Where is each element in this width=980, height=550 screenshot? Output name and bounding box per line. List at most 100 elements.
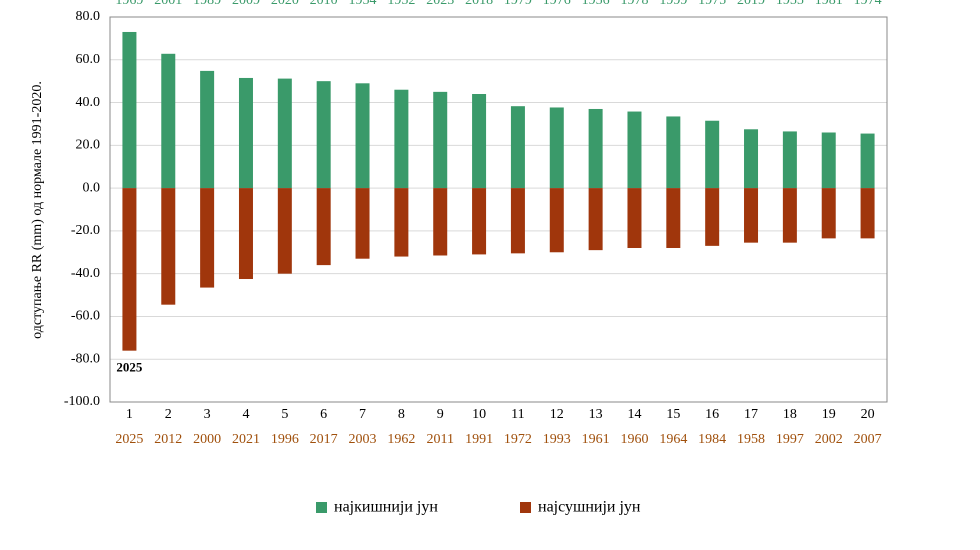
y-axis-label: одступање RR (mm) од нормале 1991-2020. xyxy=(30,81,45,339)
y-tick-label: 60.0 xyxy=(76,52,101,67)
bar xyxy=(238,77,253,189)
y-tick-label: -80.0 xyxy=(71,351,100,366)
legend-label: најсушнији јун xyxy=(538,499,641,516)
dry-year-label: 1996 xyxy=(271,432,299,447)
x-tick-label: 15 xyxy=(666,407,680,422)
bar xyxy=(588,108,603,189)
bar xyxy=(316,188,331,266)
dry-year-label: 2017 xyxy=(310,432,338,447)
x-tick-label: 3 xyxy=(204,407,211,422)
bar xyxy=(627,111,642,189)
bar xyxy=(705,120,720,189)
x-tick-label: 17 xyxy=(744,407,758,422)
dry-year-label: 1961 xyxy=(582,432,610,447)
x-tick-label: 2 xyxy=(165,407,172,422)
wet-year-label: 2009 xyxy=(232,0,260,8)
y-tick-label: -60.0 xyxy=(71,309,100,324)
y-tick-label: -40.0 xyxy=(71,266,100,281)
bar xyxy=(161,53,176,189)
y-tick-label: 40.0 xyxy=(76,95,101,110)
x-tick-label: 16 xyxy=(705,407,719,422)
x-tick-label: 13 xyxy=(589,407,603,422)
bar xyxy=(200,188,215,288)
dry-year-label: 2002 xyxy=(815,432,843,447)
wet-year-label: 1975 xyxy=(698,0,726,8)
x-tick-label: 4 xyxy=(242,407,249,422)
x-tick-label: 20 xyxy=(861,407,875,422)
dry-year-label: 1960 xyxy=(620,432,648,447)
bar xyxy=(666,188,681,248)
wet-year-label: 1954 xyxy=(349,0,377,8)
x-tick-label: 19 xyxy=(822,407,836,422)
x-tick-label: 5 xyxy=(281,407,288,422)
legend-swatch xyxy=(520,502,531,513)
dry-year-label: 1972 xyxy=(504,432,532,447)
bar xyxy=(161,188,176,305)
wet-year-label: 1978 xyxy=(620,0,648,8)
wet-year-label: 2001 xyxy=(154,0,182,8)
bar xyxy=(549,188,564,253)
dry-year-label: 1991 xyxy=(465,432,493,447)
bar xyxy=(316,81,331,189)
x-tick-label: 7 xyxy=(359,407,366,422)
dry-year-label: 1984 xyxy=(698,432,726,447)
bar xyxy=(122,188,137,351)
wet-year-label: 1979 xyxy=(504,0,532,8)
bar xyxy=(782,131,797,189)
x-tick-label: 8 xyxy=(398,407,405,422)
bar xyxy=(433,188,448,256)
bar xyxy=(122,31,137,189)
wet-year-label: 2019 xyxy=(737,0,765,8)
bar xyxy=(821,132,836,189)
wet-year-label: 1999 xyxy=(659,0,687,8)
dry-year-label: 2003 xyxy=(349,432,377,447)
wet-year-label: 1976 xyxy=(543,0,571,8)
y-tick-label: -100.0 xyxy=(64,394,100,409)
annotation: 2025 xyxy=(116,360,143,375)
bar xyxy=(510,106,525,189)
bar xyxy=(782,188,797,243)
bar xyxy=(705,188,720,246)
dry-year-label: 1993 xyxy=(543,432,571,447)
x-tick-label: 6 xyxy=(320,407,327,422)
dry-year-label: 2000 xyxy=(193,432,221,447)
dry-year-label: 2011 xyxy=(426,432,453,447)
dry-year-label: 1964 xyxy=(659,432,687,447)
dry-year-label: 2025 xyxy=(115,432,143,447)
bar xyxy=(472,94,487,189)
bar xyxy=(744,188,759,243)
x-tick-label: 18 xyxy=(783,407,797,422)
y-tick-label: 0.0 xyxy=(83,180,101,195)
legend-label: најкишнији јун xyxy=(334,499,438,516)
bar xyxy=(472,188,487,255)
x-tick-label: 14 xyxy=(627,407,641,422)
bar xyxy=(277,188,292,274)
bar xyxy=(744,129,759,189)
x-tick-label: 11 xyxy=(511,407,524,422)
legend-swatch xyxy=(316,502,327,513)
wet-year-label: 2023 xyxy=(426,0,454,8)
wet-year-label: 1952 xyxy=(387,0,415,8)
bar xyxy=(200,70,215,189)
bar xyxy=(277,78,292,189)
wet-year-label: 1974 xyxy=(854,0,882,8)
x-tick-label: 1 xyxy=(126,407,133,422)
wet-year-label: 1981 xyxy=(815,0,843,8)
dry-year-label: 2021 xyxy=(232,432,260,447)
wet-year-label: 1956 xyxy=(582,0,610,8)
bar xyxy=(821,188,836,239)
wet-year-label: 1989 xyxy=(193,0,221,8)
dry-year-label: 1958 xyxy=(737,432,765,447)
y-tick-label: -20.0 xyxy=(71,223,100,238)
y-tick-label: 20.0 xyxy=(76,138,101,153)
bar xyxy=(510,188,525,254)
y-tick-label: 80.0 xyxy=(76,9,101,24)
wet-year-label: 2010 xyxy=(310,0,338,8)
bar xyxy=(860,133,875,189)
bar xyxy=(627,188,642,248)
dry-year-label: 2012 xyxy=(154,432,182,447)
bar xyxy=(394,89,409,189)
dry-year-label: 1997 xyxy=(776,432,804,447)
x-tick-label: 12 xyxy=(550,407,564,422)
